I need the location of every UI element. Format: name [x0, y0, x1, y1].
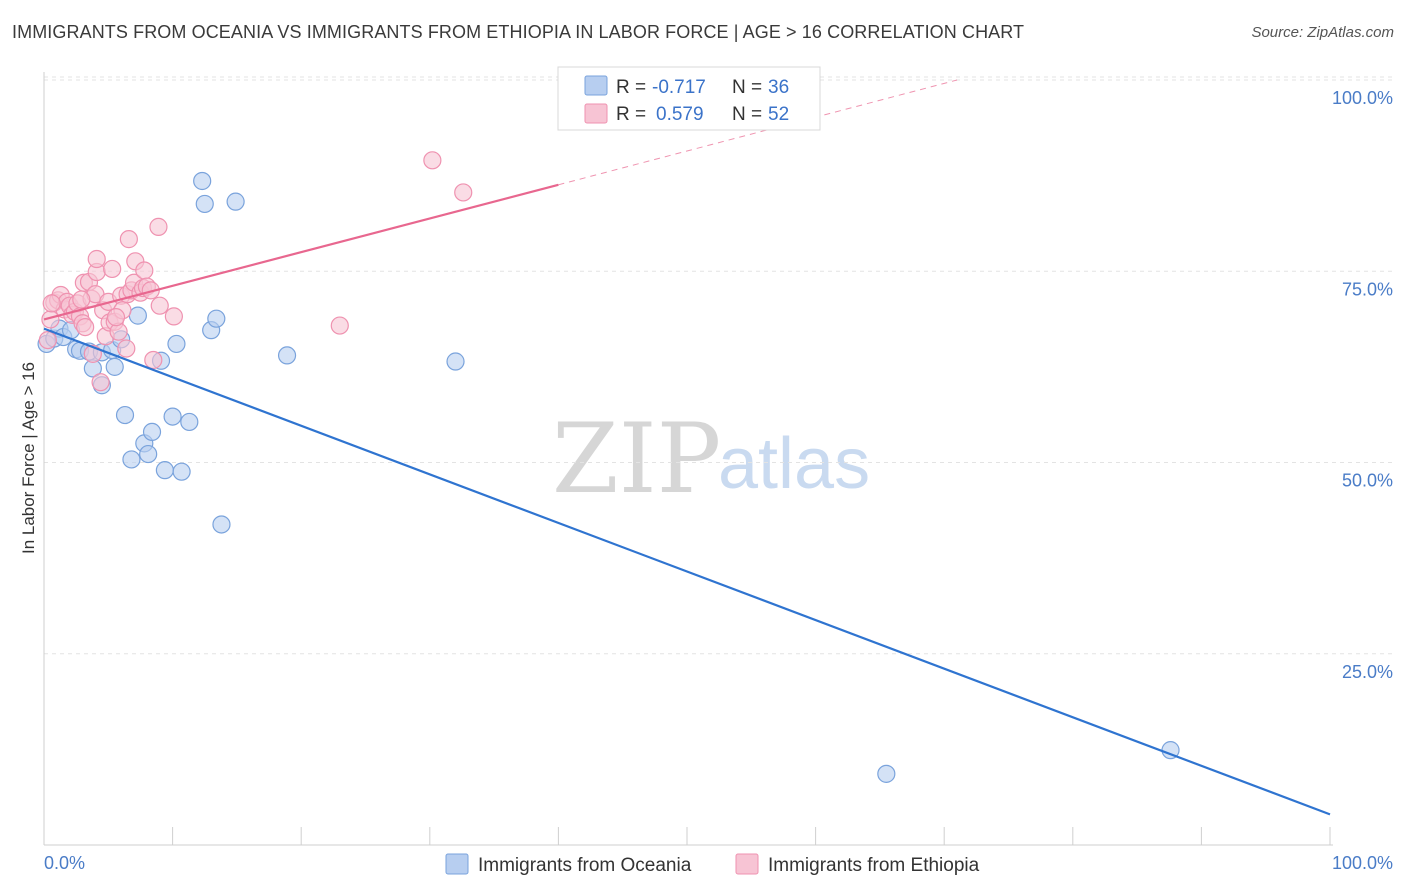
legend-r-label-oceania: R = [616, 77, 646, 98]
legend-n-label-oceania: N = [732, 77, 762, 98]
correlation-legend: R = -0.717 N = 36 R = 0.579 N = 52 [557, 66, 821, 131]
data-point-oceania [207, 309, 226, 328]
data-point-ethiopia [135, 261, 154, 280]
data-point-ethiopia [38, 331, 57, 350]
legend-r-value-ethiopia: 0.579 [656, 104, 704, 125]
legend-r-label-ethiopia: R = [616, 104, 646, 125]
data-point-ethiopia [117, 339, 136, 358]
legend-swatch-ethiopia [584, 103, 608, 124]
data-point-oceania [128, 306, 147, 325]
series-legend: Immigrants from Oceania Immigrants from … [445, 853, 980, 876]
data-point-ethiopia [91, 373, 110, 392]
data-point-ethiopia [103, 259, 122, 279]
y-tick-label: 75.0% [1342, 279, 1393, 299]
y-axis-label: In Labor Force | Age > 16 [19, 362, 38, 554]
data-point-ethiopia [87, 249, 106, 269]
data-point-oceania [193, 171, 212, 191]
data-point-ethiopia [454, 183, 473, 202]
data-point-oceania [122, 450, 141, 469]
data-point-ethiopia [72, 290, 91, 309]
data-point-oceania [446, 352, 465, 371]
data-point-oceania [105, 357, 124, 376]
data-point-oceania [212, 515, 231, 534]
y-tick-labels: 25.0% 50.0% 75.0% 100.0% [1332, 88, 1393, 682]
data-point-oceania [877, 764, 896, 783]
legend-n-value-oceania: 36 [768, 77, 789, 98]
series-ethiopia-points [38, 151, 473, 392]
data-point-ethiopia [149, 217, 168, 236]
data-point-ethiopia [119, 230, 138, 249]
legend-r-value-oceania: -0.717 [652, 77, 706, 98]
data-point-oceania [163, 407, 182, 426]
data-point-ethiopia [76, 317, 95, 337]
data-point-oceania [277, 346, 297, 365]
axes [43, 72, 1333, 846]
data-point-ethiopia [330, 316, 349, 335]
x-tick-label-min: 0.0% [44, 853, 85, 873]
data-point-oceania [195, 194, 214, 214]
data-point-oceania [226, 192, 245, 211]
legend-swatch-oceania [584, 75, 608, 96]
watermark-atlas: atlas [718, 424, 870, 504]
data-point-ethiopia [423, 151, 442, 170]
data-point-ethiopia [42, 294, 61, 313]
gridlines [44, 76, 1393, 655]
x-ticks [172, 827, 1331, 845]
legend-n-value-ethiopia: 52 [768, 104, 789, 125]
trendline-ethiopia [43, 183, 559, 321]
series-legend-label-ethiopia: Immigrants from Ethiopia [768, 855, 980, 876]
series-legend-swatch-oceania [445, 853, 469, 875]
watermark-zip: ZIP [552, 403, 721, 515]
data-point-oceania [142, 422, 162, 441]
trendline-ethiopia [558, 79, 958, 186]
y-tick-label: 100.0% [1332, 88, 1393, 108]
x-tick-label-max: 100.0% [1332, 853, 1393, 873]
chart-title: IMMIGRANTS FROM OCEANIA VS IMMIGRANTS FR… [12, 22, 1025, 42]
data-point-oceania [155, 461, 174, 480]
source-label: Source: ZipAtlas.com [1251, 24, 1394, 41]
data-point-oceania [115, 405, 135, 425]
data-point-oceania [180, 412, 199, 432]
trendlines [43, 79, 1331, 816]
data-point-oceania [167, 334, 186, 354]
series-legend-label-oceania: Immigrants from Oceania [478, 855, 692, 876]
series-legend-swatch-ethiopia [735, 853, 759, 875]
data-point-ethiopia [144, 350, 163, 370]
y-tick-label: 50.0% [1342, 471, 1393, 491]
data-point-ethiopia [106, 308, 126, 327]
data-point-ethiopia [164, 307, 183, 326]
trendline-oceania [43, 327, 1331, 816]
data-point-ethiopia [150, 296, 169, 315]
data-point-oceania [139, 444, 158, 464]
y-tick-label: 25.0% [1342, 662, 1393, 682]
legend-n-label-ethiopia: N = [732, 104, 762, 125]
data-point-oceania [172, 462, 191, 481]
